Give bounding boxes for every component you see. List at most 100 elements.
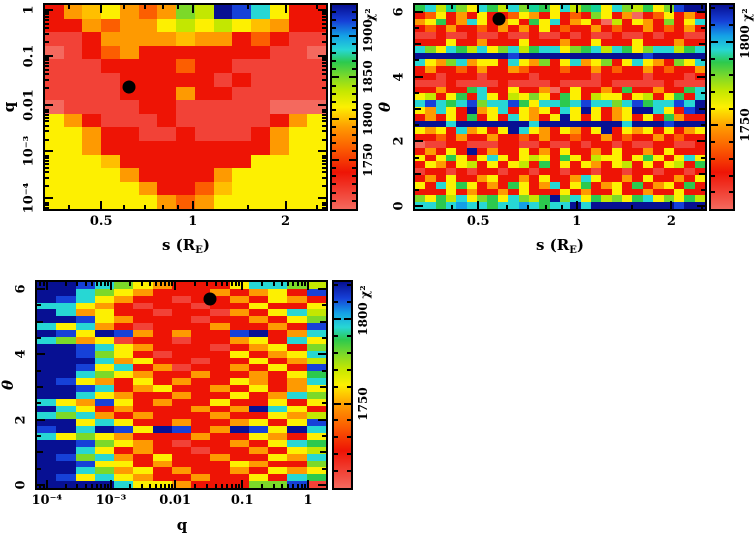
heatmap-cell bbox=[580, 5, 592, 12]
heatmap-cell bbox=[288, 154, 308, 169]
axis-tick bbox=[332, 76, 339, 79]
heatmap-cell bbox=[63, 181, 83, 196]
heatmap-cell bbox=[152, 371, 172, 379]
heatmap-cell bbox=[152, 405, 172, 413]
heatmap-cell bbox=[477, 141, 488, 148]
axis-tick bbox=[109, 480, 112, 488]
heatmap-cell bbox=[56, 357, 76, 365]
heatmap-cell bbox=[622, 107, 633, 114]
heatmap-cell bbox=[559, 134, 571, 141]
heatmap-cell bbox=[446, 86, 457, 94]
axis-tick bbox=[697, 10, 705, 13]
heatmap-cell bbox=[580, 161, 592, 169]
heatmap-cell bbox=[425, 168, 436, 175]
axis-tick bbox=[164, 484, 167, 488]
y-axis-label-theta: θ bbox=[376, 101, 394, 113]
axis-tick bbox=[230, 282, 233, 286]
heatmap-cell bbox=[171, 398, 192, 406]
heatmap-cell bbox=[549, 168, 560, 175]
axis-tick bbox=[296, 484, 299, 488]
heatmap-cell bbox=[591, 39, 602, 46]
axis-tick bbox=[322, 22, 326, 25]
heatmap-cell bbox=[133, 467, 153, 475]
heatmap-cell bbox=[152, 453, 172, 461]
heatmap-cell bbox=[248, 391, 269, 399]
x-axis-label-s: s (RE) bbox=[536, 236, 584, 256]
heatmap-cell bbox=[446, 107, 457, 114]
axis-tick bbox=[220, 484, 223, 488]
heatmap-cell bbox=[570, 59, 581, 67]
heatmap-cell bbox=[210, 453, 230, 461]
axis-tick bbox=[226, 282, 229, 286]
heatmap-cell bbox=[487, 168, 498, 175]
heatmap-cell bbox=[94, 426, 115, 434]
heatmap-cell bbox=[559, 18, 571, 26]
heatmap-cell bbox=[94, 412, 115, 420]
heatmap-cell bbox=[466, 202, 478, 209]
heatmap-cell bbox=[591, 195, 602, 203]
heatmap-cell bbox=[306, 357, 326, 365]
heatmap-cell bbox=[415, 66, 426, 73]
axis-tick bbox=[45, 65, 49, 68]
axis-tick bbox=[332, 117, 339, 120]
heatmap-cell bbox=[642, 161, 654, 169]
axis-tick bbox=[45, 16, 49, 19]
heatmap-cell bbox=[518, 59, 529, 67]
heatmap-cell bbox=[229, 336, 249, 344]
heatmap-cell bbox=[133, 364, 153, 372]
heatmap-cell bbox=[508, 202, 519, 209]
heatmap-cell bbox=[570, 120, 581, 128]
heatmap-cell bbox=[232, 127, 252, 141]
axis-tick bbox=[161, 205, 164, 209]
heatmap-cell bbox=[694, 134, 705, 141]
heatmap-cell bbox=[591, 45, 602, 53]
heatmap-cell bbox=[94, 288, 115, 296]
axis-tick bbox=[318, 353, 326, 356]
axis-tick bbox=[352, 175, 356, 178]
heatmap-cell bbox=[176, 45, 195, 60]
heatmap-cell bbox=[425, 161, 436, 169]
heatmap-cell bbox=[157, 73, 177, 87]
heatmap-cell bbox=[101, 195, 120, 209]
heatmap-cell bbox=[210, 357, 230, 365]
heatmap-cell bbox=[56, 433, 76, 440]
heatmap-cell bbox=[477, 52, 488, 60]
colorbar-tick-label: 1800 bbox=[356, 302, 370, 336]
heatmap-cell bbox=[694, 100, 705, 107]
heatmap-cell bbox=[63, 5, 83, 19]
axis-tick bbox=[45, 87, 49, 90]
heatmap-cell bbox=[194, 86, 214, 101]
axis-tick bbox=[45, 103, 53, 106]
heatmap-cell bbox=[269, 141, 289, 155]
heatmap-cell bbox=[268, 426, 288, 434]
axis-tick bbox=[415, 43, 421, 46]
heatmap-cell bbox=[508, 45, 519, 53]
heatmap-cell bbox=[157, 154, 177, 169]
heatmap-cell bbox=[306, 316, 326, 324]
heatmap-cell bbox=[306, 282, 326, 289]
heatmap-cell bbox=[82, 100, 102, 114]
heatmap-cell bbox=[497, 161, 509, 169]
heatmap-cell bbox=[591, 107, 602, 114]
axis-tick bbox=[287, 282, 290, 286]
axis-tick bbox=[699, 172, 705, 175]
heatmap-cell bbox=[268, 433, 288, 440]
heatmap-cell bbox=[191, 323, 211, 331]
heatmap-cell bbox=[508, 127, 519, 135]
heatmap-cell bbox=[306, 467, 326, 475]
axis-tick bbox=[415, 188, 419, 191]
heatmap-cell bbox=[466, 73, 478, 80]
heatmap-cell bbox=[446, 79, 457, 87]
axis-tick bbox=[241, 480, 244, 488]
heatmap-cell bbox=[94, 419, 115, 427]
heatmap-panel-s-q: 0.5 1 2 1 0.1 0.01 10⁻³ 10⁻⁴ bbox=[22, 3, 328, 229]
heatmap-cell bbox=[694, 175, 705, 182]
heatmap-cell bbox=[663, 107, 674, 114]
heatmap-cell bbox=[119, 154, 139, 169]
heatmap-cell bbox=[268, 336, 288, 344]
heatmap-cell bbox=[425, 45, 436, 53]
heatmap-cell bbox=[446, 52, 457, 60]
heatmap-cell bbox=[210, 364, 230, 372]
heatmap-cell bbox=[114, 309, 134, 317]
heatmap-cell bbox=[642, 45, 654, 53]
